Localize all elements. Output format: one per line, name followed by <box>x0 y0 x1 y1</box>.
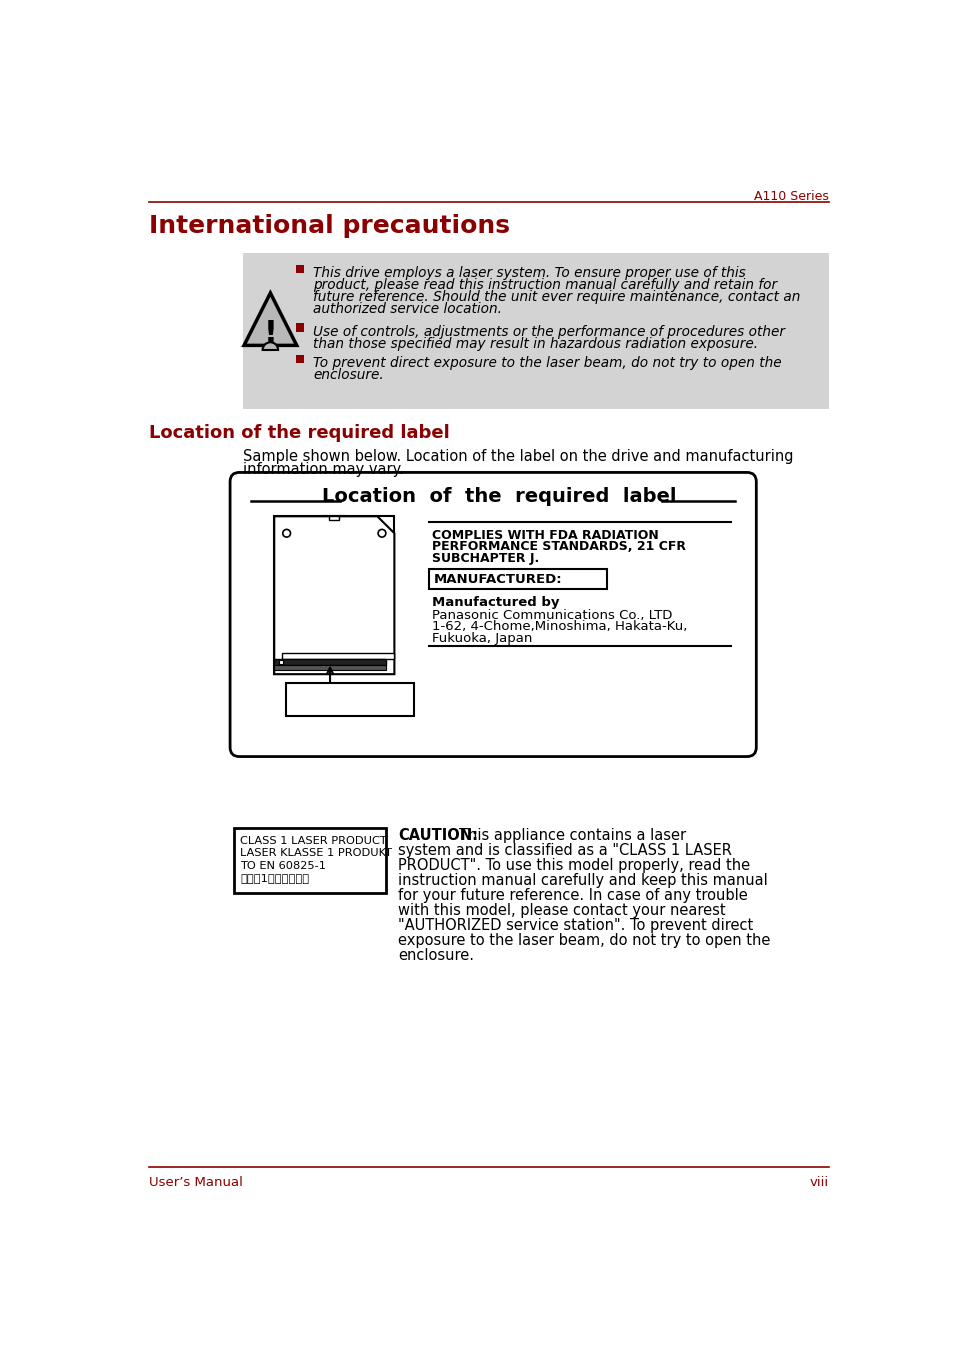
Text: CAUTION:: CAUTION: <box>397 828 477 843</box>
Text: for your future reference. In case of any trouble: for your future reference. In case of an… <box>397 888 747 904</box>
Text: CLASS 1 LASER PRODUCT: CLASS 1 LASER PRODUCT <box>240 836 387 846</box>
Bar <box>233 828 385 893</box>
Text: LASER KLASSE 1 PRODUKT: LASER KLASSE 1 PRODUKT <box>240 848 392 858</box>
Text: instruction manual carefully and keep this manual: instruction manual carefully and keep th… <box>397 873 767 888</box>
Text: authorized service location.: authorized service location. <box>313 301 501 316</box>
Text: "AUTHORIZED service station". To prevent direct: "AUTHORIZED service station". To prevent… <box>397 919 753 934</box>
Bar <box>274 516 394 674</box>
Text: COMPLIES WITH FDA RADIATION: COMPLIES WITH FDA RADIATION <box>432 528 659 542</box>
Text: 1-62, 4-Chome,Minoshima, Hakata-Ku,: 1-62, 4-Chome,Minoshima, Hakata-Ku, <box>432 620 687 634</box>
Text: Fukuoka, Japan: Fukuoka, Japan <box>432 632 532 644</box>
Bar <box>295 323 304 331</box>
Text: Manufactured by: Manufactured by <box>432 596 559 609</box>
Polygon shape <box>244 293 296 346</box>
Text: This appliance contains a laser: This appliance contains a laser <box>458 828 685 843</box>
Text: TO EN 60825-1: TO EN 60825-1 <box>240 861 326 870</box>
Polygon shape <box>274 516 394 674</box>
Bar <box>274 659 385 665</box>
Text: system and is classified as a "CLASS 1 LASER: system and is classified as a "CLASS 1 L… <box>397 843 731 858</box>
Bar <box>274 665 385 670</box>
Bar <box>295 265 304 273</box>
Bar <box>295 354 304 363</box>
Bar <box>429 569 607 589</box>
Bar <box>282 653 394 659</box>
Text: information may vary.: information may vary. <box>243 462 404 477</box>
Text: User’s Manual: User’s Manual <box>149 1177 242 1189</box>
Text: SUBCHAPTER J.: SUBCHAPTER J. <box>432 551 539 565</box>
Text: exposure to the laser beam, do not try to open the: exposure to the laser beam, do not try t… <box>397 934 770 948</box>
Text: Location of the required label: Location of the required label <box>149 424 449 442</box>
Bar <box>286 684 414 716</box>
Text: viii: viii <box>809 1177 828 1189</box>
Wedge shape <box>262 342 278 350</box>
Text: than those specified may result in hazardous radiation exposure.: than those specified may result in hazar… <box>313 336 758 350</box>
Text: with this model, please contact your nearest: with this model, please contact your nea… <box>397 904 725 919</box>
Text: A110 Series: A110 Series <box>754 190 828 203</box>
Bar <box>243 253 828 408</box>
Bar <box>329 516 338 520</box>
Text: Location  of  the  required  label: Location of the required label <box>321 488 676 507</box>
Text: product, please read this instruction manual carefully and retain for: product, please read this instruction ma… <box>313 278 777 292</box>
Text: enclosure.: enclosure. <box>397 948 474 963</box>
Text: クラス1レーザー製品: クラス1レーザー製品 <box>240 873 309 882</box>
Text: Use of controls, adjustments or the performance of procedures other: Use of controls, adjustments or the perf… <box>313 324 784 339</box>
Text: PRODUCT". To use this model properly, read the: PRODUCT". To use this model properly, re… <box>397 858 750 873</box>
Text: To prevent direct exposure to the laser beam, do not try to open the: To prevent direct exposure to the laser … <box>313 357 781 370</box>
Text: future reference. Should the unit ever require maintenance, contact an: future reference. Should the unit ever r… <box>313 290 800 304</box>
Text: PERFORMANCE STANDARDS, 21 CFR: PERFORMANCE STANDARDS, 21 CFR <box>432 540 685 553</box>
Text: This drive employs a laser system. To ensure proper use of this: This drive employs a laser system. To en… <box>313 266 745 280</box>
Bar <box>278 661 282 665</box>
Bar <box>323 516 344 526</box>
Text: MANUFACTURED:: MANUFACTURED: <box>434 573 562 586</box>
FancyBboxPatch shape <box>230 473 756 757</box>
Text: International precautions: International precautions <box>149 215 509 239</box>
Text: Sample shown below. Location of the label on the drive and manufacturing: Sample shown below. Location of the labe… <box>243 449 793 463</box>
Bar <box>285 546 383 634</box>
Text: Panasonic Communications Co., LTD: Panasonic Communications Co., LTD <box>432 609 672 621</box>
Text: !: ! <box>263 319 277 347</box>
Text: enclosure.: enclosure. <box>313 367 383 382</box>
